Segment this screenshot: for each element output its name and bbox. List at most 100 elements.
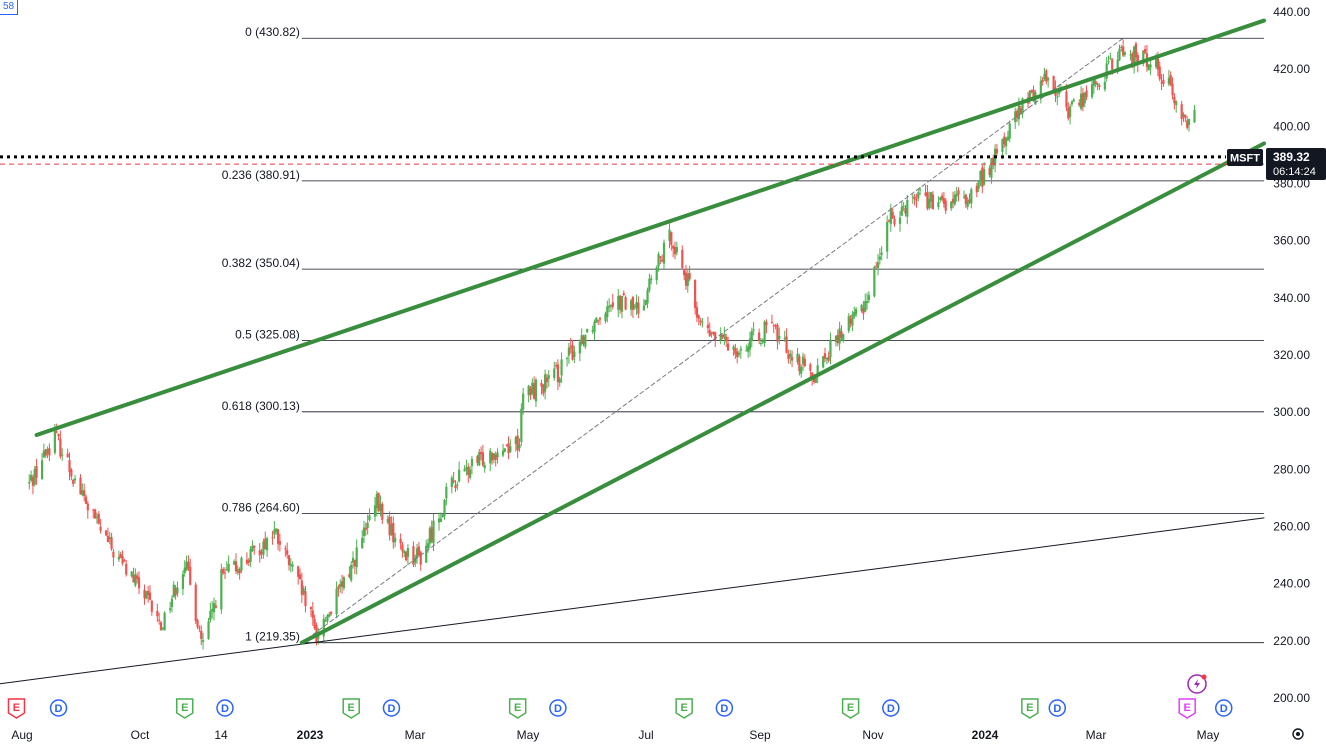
candle-body xyxy=(635,301,638,309)
candle-body xyxy=(278,541,281,545)
price-tick-label: 320.00 xyxy=(1273,348,1310,362)
candle-body xyxy=(42,450,46,457)
candle-body xyxy=(911,196,914,198)
earnings-marker[interactable] xyxy=(1021,698,1039,719)
candle-body xyxy=(276,529,280,544)
candle-body xyxy=(814,377,817,383)
candle-body xyxy=(672,245,675,249)
candle-body xyxy=(598,317,602,320)
time-axis[interactable]: Aug Oct 14 2023 Mar May Jul Sep Nov 2024 Mar May xyxy=(11,728,1219,742)
candle-body xyxy=(1109,57,1112,59)
candle-body xyxy=(324,620,327,622)
dividend-marker[interactable] xyxy=(715,699,734,717)
candle-body xyxy=(414,557,417,563)
candle-body xyxy=(725,336,728,342)
channel-upper-line[interactable] xyxy=(34,18,1266,438)
candle-body xyxy=(1003,136,1006,144)
candle-body xyxy=(609,304,613,307)
candle-body xyxy=(183,567,186,573)
corner-tag[interactable]: 58 xyxy=(0,0,19,15)
dividend-marker[interactable] xyxy=(549,699,567,717)
candle-body xyxy=(719,334,722,341)
candle-body xyxy=(1187,119,1191,126)
earnings-marker[interactable] xyxy=(342,698,360,719)
fib-retracement[interactable]: 0 (430.82) 0.236 (380.91) 0.382 (350.04) 0.… xyxy=(222,25,1264,644)
time-tick-label: Nov xyxy=(862,728,883,742)
candle-body xyxy=(712,331,715,334)
price-tick-label: 340.00 xyxy=(1273,291,1310,305)
price-tick-label: 280.00 xyxy=(1273,462,1310,476)
price-tick-label: 420.00 xyxy=(1273,62,1310,76)
candle-body xyxy=(443,499,446,516)
dividend-marker[interactable] xyxy=(382,699,401,717)
candle-body xyxy=(1056,96,1059,98)
candle-body xyxy=(975,186,978,193)
earnings-marker-text: E xyxy=(514,702,521,714)
earnings-marker[interactable] xyxy=(841,698,860,719)
candle-body xyxy=(260,551,263,554)
candle-body xyxy=(48,448,51,456)
candle-body xyxy=(891,211,894,219)
time-tick-label: Sep xyxy=(749,728,771,742)
candle-body xyxy=(148,592,152,600)
candle-body xyxy=(390,524,393,536)
candle-body xyxy=(887,220,891,222)
candle-body xyxy=(362,527,366,537)
candle-body xyxy=(533,383,536,399)
candle-body xyxy=(81,490,84,495)
candle-body xyxy=(584,334,587,347)
candle-body xyxy=(1081,93,1085,107)
fib-trend-line[interactable] xyxy=(301,37,1124,644)
long-trend-line[interactable] xyxy=(0,517,1265,685)
price-tick-label: 300.00 xyxy=(1273,405,1310,419)
trend-lines[interactable] xyxy=(0,18,1266,685)
earnings-marker[interactable] xyxy=(176,698,194,719)
candle-body xyxy=(624,297,627,310)
candle-body xyxy=(1180,104,1183,120)
candle-body xyxy=(445,486,448,499)
candle-body xyxy=(1065,91,1068,108)
candle-body xyxy=(842,334,845,341)
candle-body xyxy=(739,348,742,351)
candle-body xyxy=(988,168,991,176)
candle-body xyxy=(348,574,351,578)
candle-body xyxy=(509,446,512,452)
candle-body xyxy=(851,314,854,326)
candle-body xyxy=(694,279,697,309)
settings-gear-icon[interactable] xyxy=(1292,728,1304,740)
earnings-marker[interactable] xyxy=(508,698,527,719)
candle-body xyxy=(726,343,730,351)
candle-body xyxy=(381,504,384,520)
candle-body xyxy=(417,546,420,556)
earnings-marker[interactable] xyxy=(1178,698,1196,719)
earnings-marker[interactable] xyxy=(675,698,693,719)
candle-body xyxy=(489,450,492,464)
candle-body xyxy=(540,383,543,387)
candle-body xyxy=(688,272,691,280)
candle-body xyxy=(620,296,624,312)
candle-body xyxy=(520,408,523,442)
dividend-marker[interactable] xyxy=(216,699,234,717)
candle-body xyxy=(686,273,689,286)
candle-body xyxy=(1167,77,1170,85)
candle-body xyxy=(547,375,550,379)
candle-body xyxy=(355,547,358,568)
candle-body xyxy=(196,620,199,627)
fib-level-label: 1 (219.35) xyxy=(245,630,300,644)
dividend-marker[interactable] xyxy=(1215,699,1233,717)
dividend-marker[interactable] xyxy=(1048,699,1067,717)
lightning-icon[interactable] xyxy=(1187,674,1207,694)
candle-body xyxy=(313,618,316,629)
dividend-marker-text: D xyxy=(55,703,63,715)
candle-body xyxy=(110,537,113,549)
channel-lower-line[interactable] xyxy=(299,141,1266,645)
candle-body xyxy=(366,522,369,528)
price-axis[interactable]: 440.00420.00400.00380.00360.00340.00320.… xyxy=(1273,5,1310,705)
dividend-marker[interactable] xyxy=(49,699,68,717)
dividend-marker[interactable] xyxy=(882,699,900,717)
earnings-marker[interactable] xyxy=(7,698,26,719)
candle-body xyxy=(1039,80,1042,96)
candle-body xyxy=(1134,43,1138,58)
